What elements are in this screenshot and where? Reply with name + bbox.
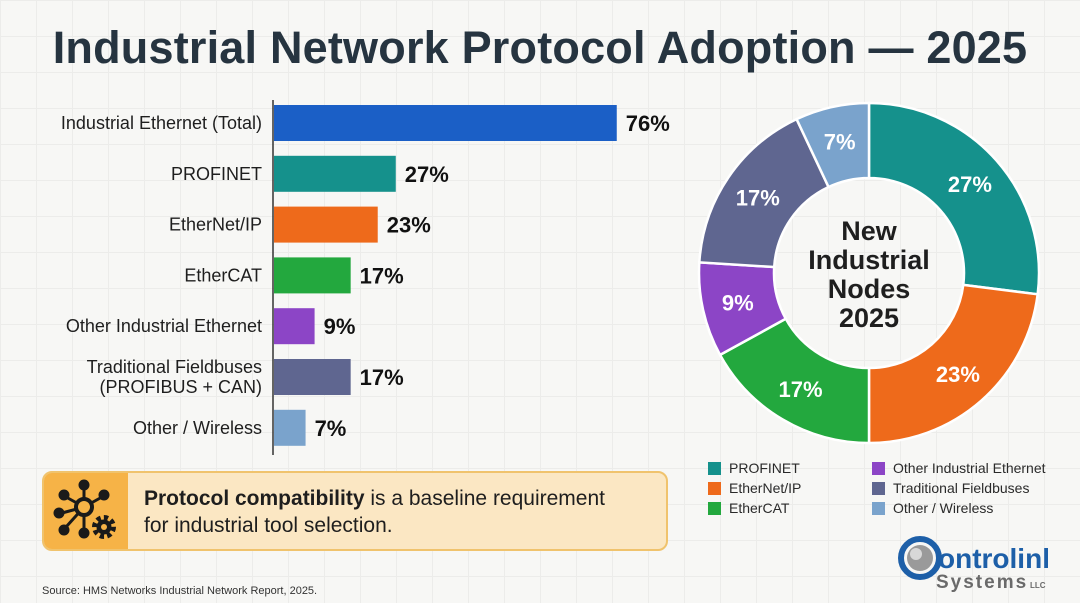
legend-column-2: Other Industrial Ethernet Traditional Fie… — [872, 458, 1046, 518]
category-label-line: EtherNet/IP — [169, 215, 262, 235]
callout-bold-text: Protocol compatibility — [144, 487, 365, 510]
bar-0 — [274, 105, 617, 141]
legend-swatch — [708, 501, 721, 515]
legend-label: EtherNet/IP — [729, 480, 802, 496]
bar-chart: Industrial Ethernet (Total) 76% PROFINET 27… — [61, 100, 670, 455]
bar-2 — [274, 206, 378, 243]
slice-label-1: 23% — [936, 362, 980, 387]
category-label-3: EtherCAT — [184, 265, 262, 285]
legend-label: Other / Wireless — [893, 500, 994, 516]
slice-label-0: 27% — [948, 172, 992, 197]
legend-item: Traditional Fieldbuses — [872, 478, 1046, 498]
bar-6 — [274, 409, 306, 446]
value-label-5: 17% — [360, 365, 404, 390]
value-label-6: 7% — [315, 416, 347, 441]
callout-text-line2: for industrial tool selection. — [144, 514, 393, 537]
category-label-1: PROFINET — [171, 164, 262, 184]
value-label-3: 17% — [360, 263, 404, 288]
donut-slice-2 — [718, 317, 871, 445]
donut-center-label: New Industrial Nodes 2025 — [808, 216, 930, 333]
category-label-line: Other Industrial Ethernet — [66, 316, 262, 336]
legend-swatch — [708, 481, 721, 495]
category-label-0: Industrial Ethernet (Total) — [61, 113, 262, 133]
legend-label: EtherCAT — [729, 500, 790, 516]
chart-title: Industrial Network Protocol Adoption — 2… — [52, 22, 1028, 73]
legend-swatch — [872, 501, 885, 515]
category-label-4: Other Industrial Ethernet — [66, 316, 262, 336]
donut-slice-0 — [867, 101, 1041, 296]
center-label-line: 2025 — [839, 303, 899, 333]
svg-text:LLC: LLC — [1030, 581, 1046, 590]
legend-item: Other Industrial Ethernet — [872, 458, 1046, 478]
network-gear-icon — [44, 473, 128, 549]
slice-label-2: 17% — [779, 377, 823, 402]
value-label-4: 9% — [324, 314, 356, 339]
bar-3 — [274, 257, 351, 294]
legend-label: Traditional Fieldbuses — [893, 480, 1030, 496]
callout-text: is a baseline requirement — [364, 487, 605, 510]
category-label-line: (PROFIBUS + CAN) — [99, 377, 262, 397]
svg-text:ontrolink: ontrolink — [938, 543, 1048, 574]
donut-slice-4 — [698, 117, 831, 269]
category-label-line: Traditional Fieldbuses — [87, 357, 262, 377]
legend-item: EtherCAT — [708, 498, 801, 518]
legend-swatch — [708, 461, 721, 475]
svg-text:Systems: Systems — [936, 572, 1028, 592]
legend-swatch — [872, 481, 885, 495]
slice-label-5: 7% — [824, 130, 856, 155]
callout-box: Protocol compatibility is a baseline req… — [42, 471, 668, 551]
center-label-line: New — [841, 216, 898, 246]
category-label-6: Other / Wireless — [133, 418, 262, 438]
source-note: Source: HMS Networks Industrial Network … — [42, 585, 318, 597]
legend-column-1: PROFINET EtherNet/IP EtherCAT — [708, 458, 801, 518]
legend-label: Other Industrial Ethernet — [893, 460, 1046, 476]
category-label-line: PROFINET — [171, 164, 262, 184]
bar-1 — [274, 155, 396, 192]
category-label-5: Traditional Fieldbuses (PROFIBUS + CAN) — [87, 357, 262, 397]
donut-slice-5 — [794, 101, 871, 189]
legend-item: EtherNet/IP — [708, 478, 801, 498]
center-label-line: Nodes — [828, 274, 911, 304]
slice-label-3: 9% — [722, 290, 754, 315]
category-label-line: EtherCAT — [184, 265, 262, 285]
bar-5 — [274, 359, 351, 395]
value-label-2: 23% — [387, 213, 431, 238]
donut-slice-3 — [697, 260, 788, 357]
legend-item: PROFINET — [708, 458, 801, 478]
slice-label-4: 17% — [736, 185, 780, 210]
value-label-0: 76% — [626, 111, 670, 136]
category-label-line: Other / Wireless — [133, 418, 262, 438]
legend-swatch — [872, 461, 885, 475]
center-label-line: Industrial — [808, 245, 930, 275]
bar-4 — [274, 308, 315, 345]
value-label-1: 27% — [405, 162, 449, 187]
legend-label: PROFINET — [729, 460, 800, 476]
donut-slice-1 — [867, 283, 1040, 445]
category-label-2: EtherNet/IP — [169, 215, 262, 235]
category-label-line: Industrial Ethernet (Total) — [61, 113, 262, 133]
legend-item: Other / Wireless — [872, 498, 1046, 518]
controlink-logo: ontrolink Systems LLC — [898, 536, 1048, 592]
